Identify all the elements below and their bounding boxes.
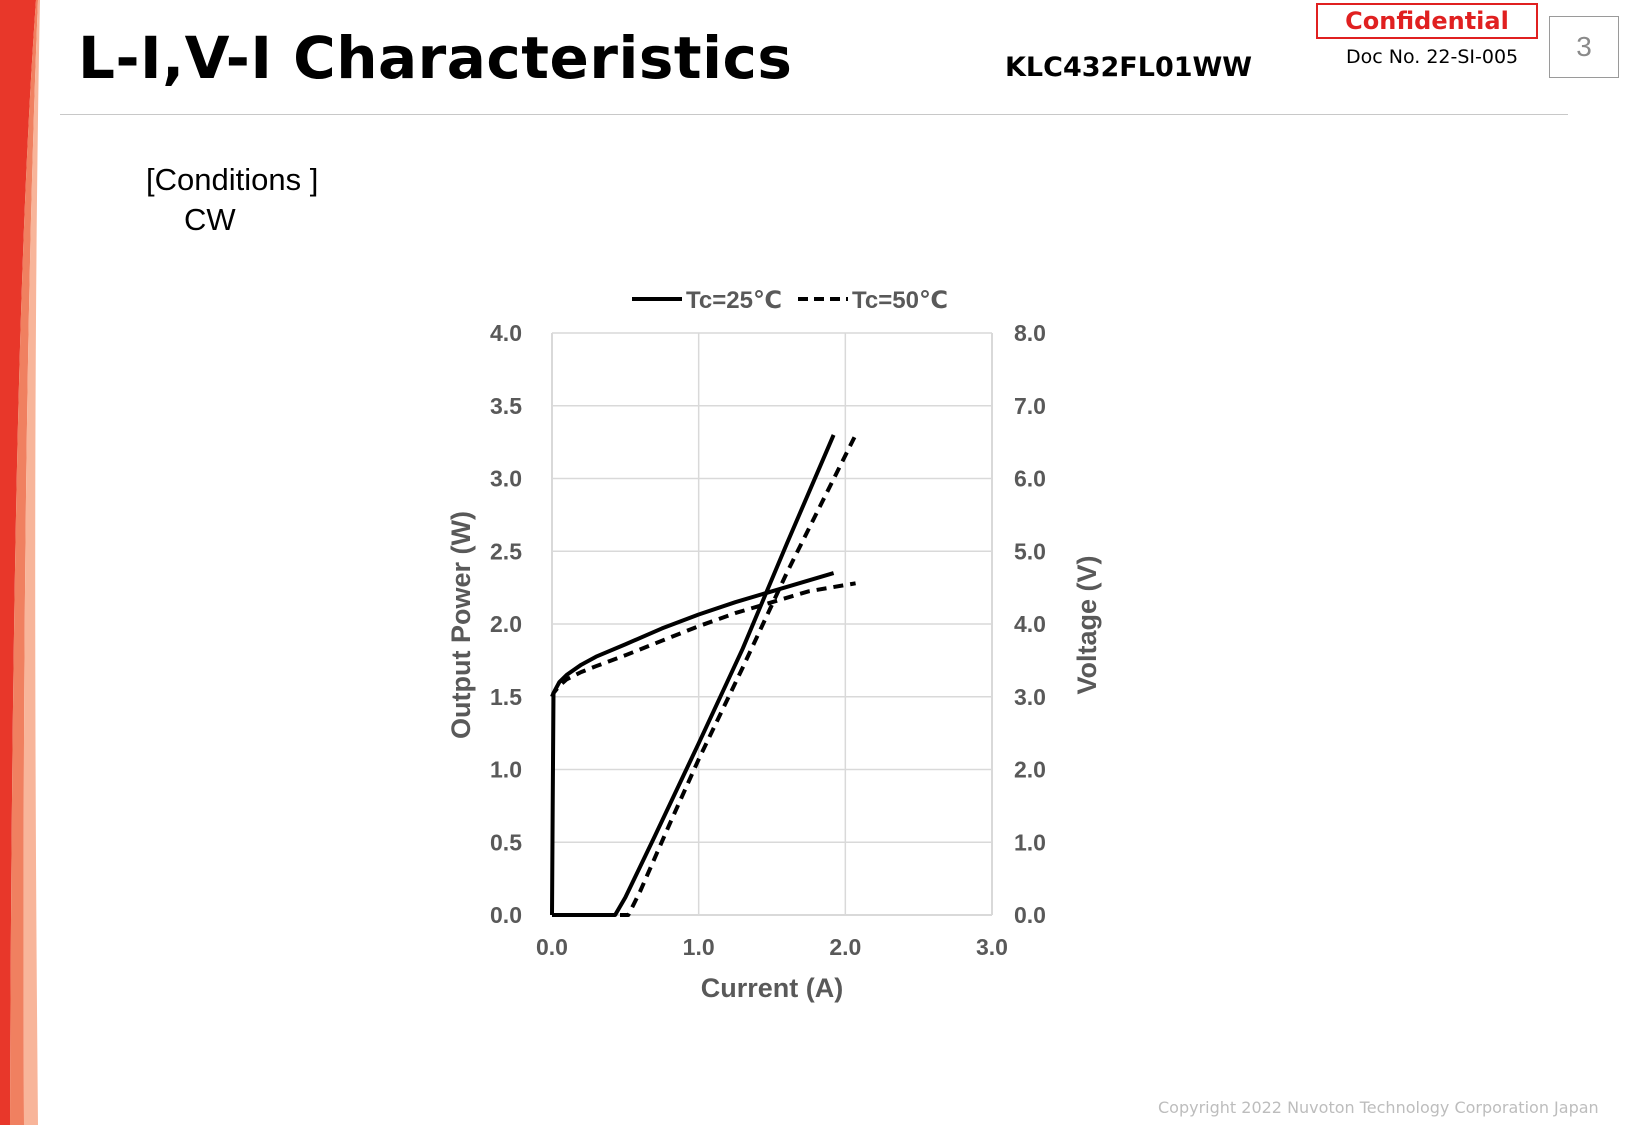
y-tick-label: 0.0 [490, 902, 522, 928]
series-line-power-tc25 [552, 434, 836, 917]
x-tick-label: 1.0 [683, 934, 715, 960]
conditions-value: CW [184, 202, 236, 237]
conditions-label: [Conditions ] [146, 162, 319, 197]
y-tick-label: 2.5 [490, 538, 522, 564]
y2-tick-label: 6.0 [1014, 466, 1046, 492]
page-title: L-I,V-I Characteristics [78, 24, 793, 92]
y2-tick-label: 0.0 [1014, 902, 1046, 928]
x-axis-title: Current (A) [701, 973, 844, 1003]
y-tick-label: 2.0 [490, 611, 522, 637]
y-tick-label: 4.0 [490, 320, 522, 346]
x-tick-label: 0.0 [536, 934, 568, 960]
x-tick-label: 2.0 [829, 934, 861, 960]
series-line-power-tc50 [552, 434, 858, 917]
y2-tick-label: 2.0 [1014, 757, 1046, 783]
y2-tick-label: 8.0 [1014, 320, 1046, 346]
y2-tick-label: 3.0 [1014, 684, 1046, 710]
y2-tick-label: 7.0 [1014, 393, 1046, 419]
y2-tick-label: 5.0 [1014, 538, 1046, 564]
stripe-mid [10, 0, 38, 1125]
y-axis-title: Output Power (W) [446, 511, 476, 739]
legend-label: Tc=25℃ [686, 287, 782, 314]
stripe-inner [23, 0, 40, 1125]
y-tick-label: 0.5 [490, 829, 522, 855]
copyright-footer: Copyright 2022 Nuvoton Technology Corpor… [1158, 1098, 1599, 1117]
y2-tick-label: 1.0 [1014, 829, 1046, 855]
y-tick-label: 1.0 [490, 757, 522, 783]
y-tick-label: 3.0 [490, 466, 522, 492]
legend-label: Tc=50℃ [852, 287, 948, 314]
document-number: Doc No. 22-SI-005 [1346, 46, 1519, 68]
y-tick-label: 1.5 [490, 684, 522, 710]
header-divider [60, 114, 1568, 115]
side-stripes-decoration [0, 0, 40, 1125]
stripe-outer [0, 0, 36, 1125]
x-tick-label: 3.0 [976, 934, 1008, 960]
y-tick-label: 3.5 [490, 393, 522, 419]
page-number: 3 [1549, 16, 1619, 78]
conditions-block: [Conditions ] CW [146, 160, 318, 240]
series-line-voltage-tc50 [550, 581, 856, 698]
model-number: KLC432FL01WW [1005, 52, 1253, 83]
y2-axis-title: Voltage (V) [1072, 555, 1102, 694]
y2-tick-label: 4.0 [1014, 611, 1046, 637]
confidential-badge: Confidential [1316, 3, 1538, 39]
